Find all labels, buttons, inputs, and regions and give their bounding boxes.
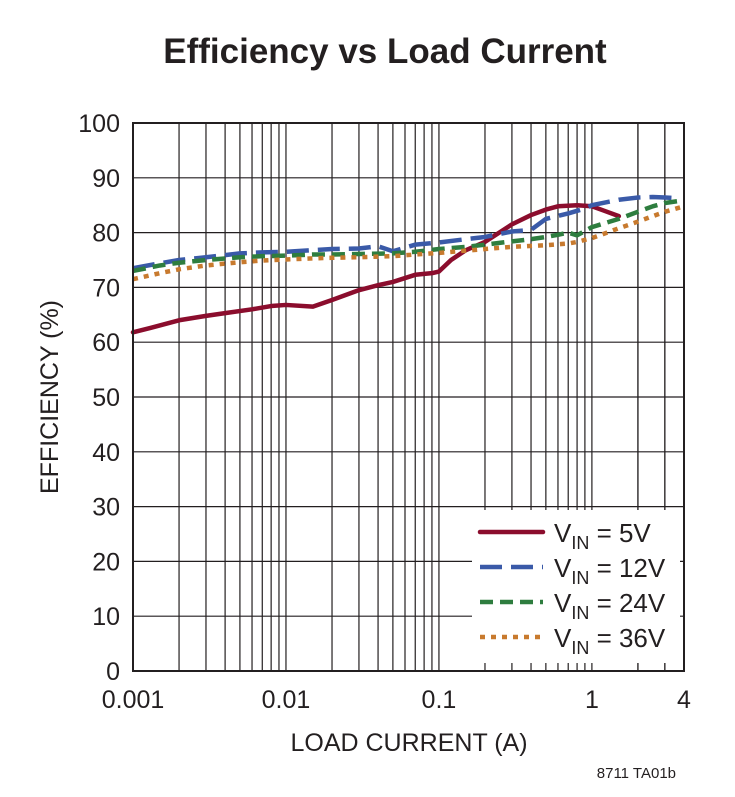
y-tick-label: 0 (106, 658, 120, 686)
x-tick-label: 1 (585, 686, 599, 714)
y-tick-label: 50 (92, 384, 120, 412)
y-tick-label: 30 (92, 494, 120, 522)
figure-code: 8711 TA01b (597, 765, 676, 782)
x-tick-label: 4 (677, 686, 691, 714)
x-tick-label: 0.001 (102, 686, 165, 714)
legend-label: VIN = 36V (554, 623, 666, 658)
y-axis-label: EFFICIENCY (%) (36, 300, 64, 494)
y-tick-labels: 0 10 20 30 40 50 60 70 80 90 100 (78, 110, 120, 686)
chart-title: Efficiency vs Load Current (163, 32, 607, 71)
y-tick-label: 80 (92, 220, 120, 248)
legend-label: VIN = 5V (554, 518, 651, 553)
x-tick-label: 0.01 (262, 686, 311, 714)
y-tick-label: 90 (92, 165, 120, 193)
series-line (132, 204, 685, 282)
legend-label: VIN = 24V (554, 588, 666, 623)
series-line (130, 202, 622, 335)
y-tick-label: 60 (92, 329, 120, 357)
y-tick-label: 70 (92, 274, 120, 302)
y-tick-label: 20 (92, 548, 120, 576)
x-tick-label: 0.1 (422, 686, 457, 714)
y-tick-label: 10 (92, 603, 120, 631)
legend-label: VIN = 12V (554, 553, 666, 588)
series-lines (130, 194, 685, 335)
y-tick-label: 40 (92, 439, 120, 467)
x-tick-labels: 0.001 0.01 0.1 1 4 (102, 686, 691, 714)
series-line (132, 198, 685, 274)
plot-frame (132, 122, 685, 672)
x-axis-label: LOAD CURRENT (A) (290, 729, 527, 757)
y-tick-label: 100 (78, 110, 120, 138)
